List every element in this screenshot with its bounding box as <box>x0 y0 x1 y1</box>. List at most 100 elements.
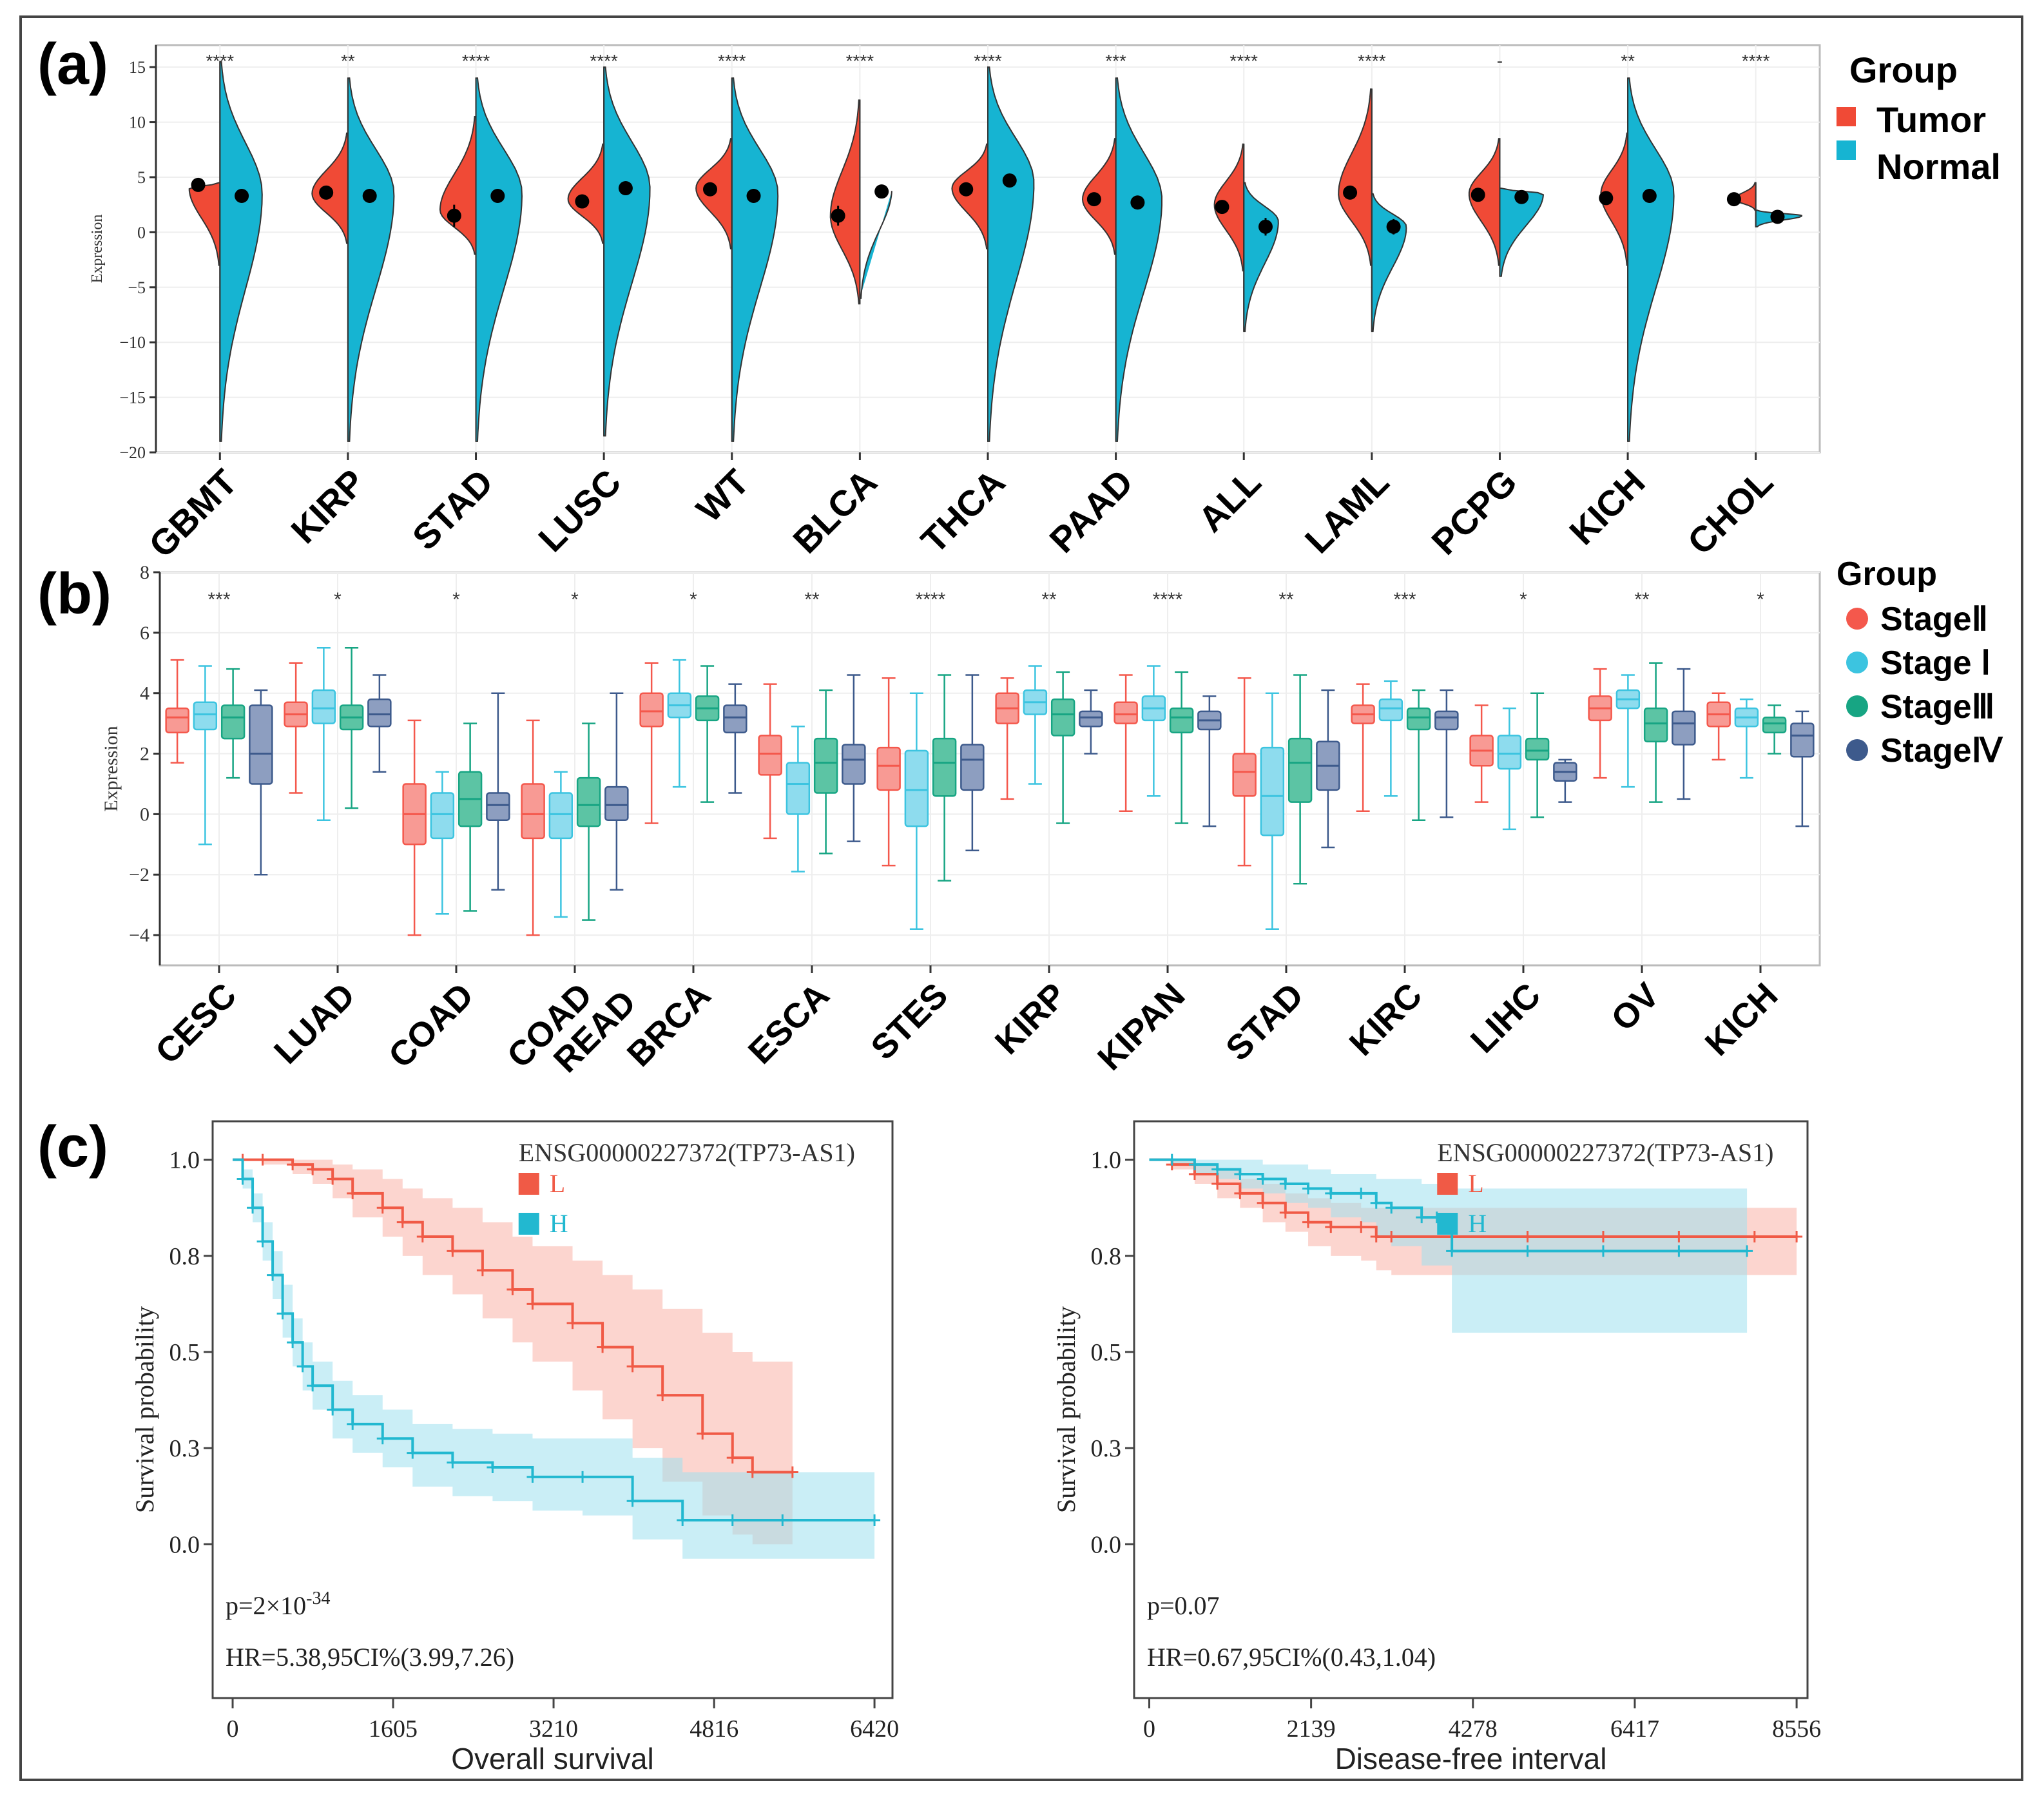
km-censor-os-H-20 <box>776 1514 789 1527</box>
km-censor-os-H-12 <box>407 1447 419 1459</box>
mean-point-tumor-KICH <box>1599 191 1614 206</box>
mean-point-tumor-BLCA <box>831 208 845 223</box>
ytick-label-b-5: −2 <box>129 864 149 885</box>
mean-point-normal-KIRP <box>362 189 377 204</box>
figure-border <box>19 15 2023 1781</box>
km-xtick-label-os-2: 3210 <box>529 1715 578 1743</box>
km-censor-os-L-7 <box>376 1202 389 1214</box>
panel-a-violins <box>188 61 1802 442</box>
km-legend-swatch-os-H <box>518 1213 539 1235</box>
km-ytick-label-os-3: 0.3 <box>169 1435 200 1462</box>
km-title-os: ENSG00000227372(TP73-AS1) <box>519 1138 855 1167</box>
panel-a-legend: Group Tumor Normal <box>1837 50 2001 187</box>
violin-normal-PCPG <box>1499 188 1545 277</box>
box-BRCA-s1 <box>639 692 664 728</box>
km-p-value-exponent-os: -34 <box>306 1588 330 1608</box>
km-censor-os-L-10 <box>447 1245 459 1257</box>
km-censor-os-L-12 <box>506 1284 519 1296</box>
violin-tumor-LAML <box>1338 88 1373 266</box>
km-censor-os-L-16 <box>626 1360 639 1373</box>
box-STES-s3 <box>932 737 957 797</box>
km-ytick-label-os-4: 0.0 <box>169 1531 200 1558</box>
significance-b-STES: **** <box>916 589 946 610</box>
km-p-value-os: p=2×10-34 <box>226 1588 330 1620</box>
violin-normal-THCA <box>987 66 1035 442</box>
km-censor-os-H-5 <box>276 1308 289 1320</box>
significance-b-KIRP: ** <box>1041 589 1057 610</box>
km-censor-dfi-L-9 <box>1355 1221 1367 1233</box>
km-censor-dfi-H-8 <box>1325 1187 1337 1199</box>
box-COAD-READ-s4 <box>604 786 629 822</box>
ytick-label-b-2: 4 <box>140 683 149 704</box>
box-KIRC-s3 <box>1406 707 1431 731</box>
violin-tumor-BLCA <box>829 99 861 305</box>
km-censor-dfi-H-2 <box>1188 1159 1200 1171</box>
significance-a-PAAD: *** <box>1105 51 1126 71</box>
significance-b-ESCA: ** <box>804 589 820 610</box>
mean-point-normal-THCA <box>1002 173 1017 188</box>
ytick-label-a-5: −10 <box>119 333 146 352</box>
km-censor-dfi-H-7 <box>1302 1183 1315 1195</box>
panel-a-significance: **** ** **** **** **** **** **** *** **** **** - **… <box>206 51 1770 71</box>
violin-normal-STAD <box>475 77 523 442</box>
km-censor-dfi-H-9 <box>1355 1187 1367 1199</box>
km-legend-swatch-dfi-L <box>1437 1173 1458 1195</box>
mean-point-tumor-THCA <box>959 182 974 197</box>
km-legend-label-os-L: L <box>550 1169 565 1198</box>
km-xtick-label-dfi-4: 8556 <box>1772 1715 1821 1743</box>
box-KICH-s4 <box>1790 722 1815 758</box>
violin-normal-BLCA <box>860 191 892 299</box>
violin-normal-KICH <box>1627 77 1675 442</box>
km-censor-dfi-H-15 <box>1521 1245 1534 1257</box>
km-censor-dfi-L-5 <box>1257 1197 1269 1209</box>
km-censor-dfi-L-11 <box>1385 1231 1398 1242</box>
box-ESCA-s1 <box>758 735 782 776</box>
panel-label-a: (a) <box>37 32 108 97</box>
km-censor-os-L-18 <box>697 1427 709 1440</box>
panel-b-significance: *** * * * * ** **** ** **** ** *** * ** * <box>207 589 1764 610</box>
significance-b-KIPAN: **** <box>1153 589 1183 610</box>
significance-a-KICH: ** <box>1621 51 1635 71</box>
mean-point-tumor-WT <box>703 182 718 197</box>
mean-point-normal-BLCA <box>874 184 889 199</box>
km-censor-dfi-L-8 <box>1325 1221 1337 1233</box>
km-legend-swatch-dfi-H <box>1437 1213 1458 1235</box>
ytick-label-a-6: −15 <box>119 389 146 407</box>
significance-a-BLCA: **** <box>846 51 874 71</box>
km-censor-os-L-19 <box>726 1452 738 1464</box>
km-legend-swatch-os-L <box>518 1173 539 1195</box>
panel-a-y-axis-label: Expression <box>89 215 106 284</box>
box-COAD-READ-s3 <box>576 777 601 827</box>
box-STES-s1 <box>876 746 901 791</box>
panel-label-b: (b) <box>37 562 111 626</box>
km-censor-os-L-2 <box>256 1154 269 1166</box>
km-censor-os-H-1 <box>236 1173 249 1185</box>
significance-a-GBMT: **** <box>206 51 235 71</box>
km-ytick-label-dfi-2: 0.5 <box>1091 1339 1122 1366</box>
legend-stage4-label: StageⅣ <box>1880 732 2003 769</box>
km-censor-os-H-11 <box>376 1433 389 1445</box>
violin-normal-ALL <box>1243 182 1279 333</box>
panel-label-c: (c) <box>37 1115 108 1179</box>
km-xtick-label-dfi-1: 2139 <box>1287 1715 1336 1743</box>
km-censor-dfi-H-3 <box>1211 1163 1224 1175</box>
legend-stage4-swatch <box>1846 739 1868 761</box>
significance-b-KICH: * <box>1757 589 1764 610</box>
significance-b-OV: ** <box>1634 589 1650 610</box>
km-censor-dfi-H-18 <box>1741 1245 1753 1257</box>
significance-b-CESC: *** <box>207 589 230 610</box>
violin-tumor-PCPG <box>1468 138 1501 266</box>
km-censor-os-H-18 <box>677 1514 689 1527</box>
box-KIPAN-s3 <box>1169 707 1194 733</box>
km-censor-os-H-21 <box>869 1514 881 1527</box>
box-COAD-s4 <box>486 792 510 822</box>
legend-tumor-label: Tumor <box>1876 99 1986 140</box>
km-censor-os-H-7 <box>296 1360 309 1373</box>
mean-point-normal-GBMT <box>235 189 249 204</box>
km-censor-os-H-8 <box>307 1380 319 1392</box>
box-COAD-READ-s2 <box>548 792 574 840</box>
km-hr-os: HR=5.38,95CI%(3.99,7.26) <box>226 1643 514 1672</box>
significance-a-THCA: **** <box>974 51 1002 71</box>
significance-a-LAML: **** <box>1358 51 1386 71</box>
